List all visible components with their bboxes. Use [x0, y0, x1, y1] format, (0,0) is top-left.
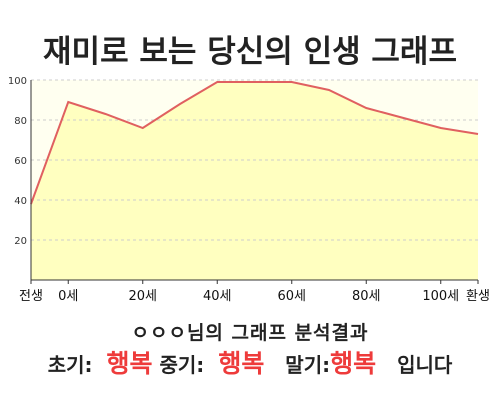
y-tick-label-40: 40 — [14, 196, 27, 207]
middle-value: 행복 — [218, 349, 265, 378]
analysis-heading: ㅇㅇㅇ님의 그래프 분석결과 — [131, 322, 369, 344]
x-tick-label: 100세 — [422, 289, 459, 304]
late-label: 말기: — [285, 353, 331, 377]
x-tick-label: 80세 — [352, 289, 381, 304]
y-tick-label-80: 80 — [14, 116, 27, 127]
x-tick-label: 40세 — [203, 289, 232, 304]
area-fill — [31, 82, 478, 280]
x-tick-label: 전생 — [19, 289, 43, 304]
ending-text: 입니다 — [397, 353, 453, 377]
early-value: 행복 — [106, 349, 153, 378]
life-line — [30, 81, 479, 205]
chart-title: 재미로 보는 당신의 인생 그래프 — [43, 34, 457, 70]
late-value: 행복 — [330, 349, 377, 378]
middle-label: 중기: — [159, 353, 205, 377]
y-tick-label-60: 60 — [14, 156, 27, 167]
x-tick-label: 0세 — [58, 289, 78, 304]
early-label: 초기: — [47, 353, 93, 377]
x-tick-label: 60세 — [277, 289, 306, 304]
analysis-result: 초기: 행복 중기: 행복 말기:행복 입니다 — [0, 344, 500, 380]
y-tick-label-100: 100 — [8, 76, 27, 87]
y-tick-label-20: 20 — [14, 236, 27, 247]
x-tick-label: 20세 — [128, 289, 157, 304]
x-tick-label: 환생 — [466, 289, 490, 304]
